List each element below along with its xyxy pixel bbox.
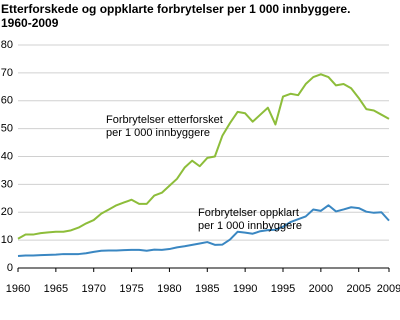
x-tick-label: 1970 (81, 283, 105, 295)
y-tick-label: 20 (1, 206, 13, 218)
y-tick-label: 40 (1, 150, 13, 162)
x-tick-label: 1975 (119, 283, 143, 295)
x-tick-label: 1980 (157, 283, 181, 295)
series-line (17, 204, 390, 258)
series-annotation: per 1 000 innbyggere (198, 220, 302, 232)
series-annotation: Forbrytelser oppklart (198, 207, 299, 219)
x-tick-label: 2000 (309, 283, 333, 295)
x-tick-label: 1990 (233, 283, 257, 295)
x-tick-label: 2009 (377, 283, 400, 295)
x-tick-label: 1995 (271, 283, 295, 295)
y-tick-label: 70 (1, 67, 13, 79)
y-tick-label: 60 (1, 95, 13, 107)
chart-subtitle: 1960-2009 (1, 16, 59, 30)
y-tick-label: 10 (1, 234, 13, 246)
chart-title: Etterforskede og oppklarte forbrytelser … (1, 2, 350, 16)
y-tick-label: 30 (1, 178, 13, 190)
x-tick-label: 1985 (195, 283, 219, 295)
y-tick-label: 80 (1, 39, 13, 51)
x-tick-label: 1965 (44, 283, 68, 295)
x-tick-label: 2005 (346, 283, 370, 295)
y-tick-label: 50 (1, 123, 13, 135)
x-tick-label: 1960 (6, 283, 30, 295)
y-tick-label: 0 (7, 262, 13, 274)
series-annotation: Forbrytelser etterforsket (106, 114, 223, 126)
series-annotation: per 1 000 innbyggere (106, 127, 210, 139)
series-line (17, 73, 390, 240)
